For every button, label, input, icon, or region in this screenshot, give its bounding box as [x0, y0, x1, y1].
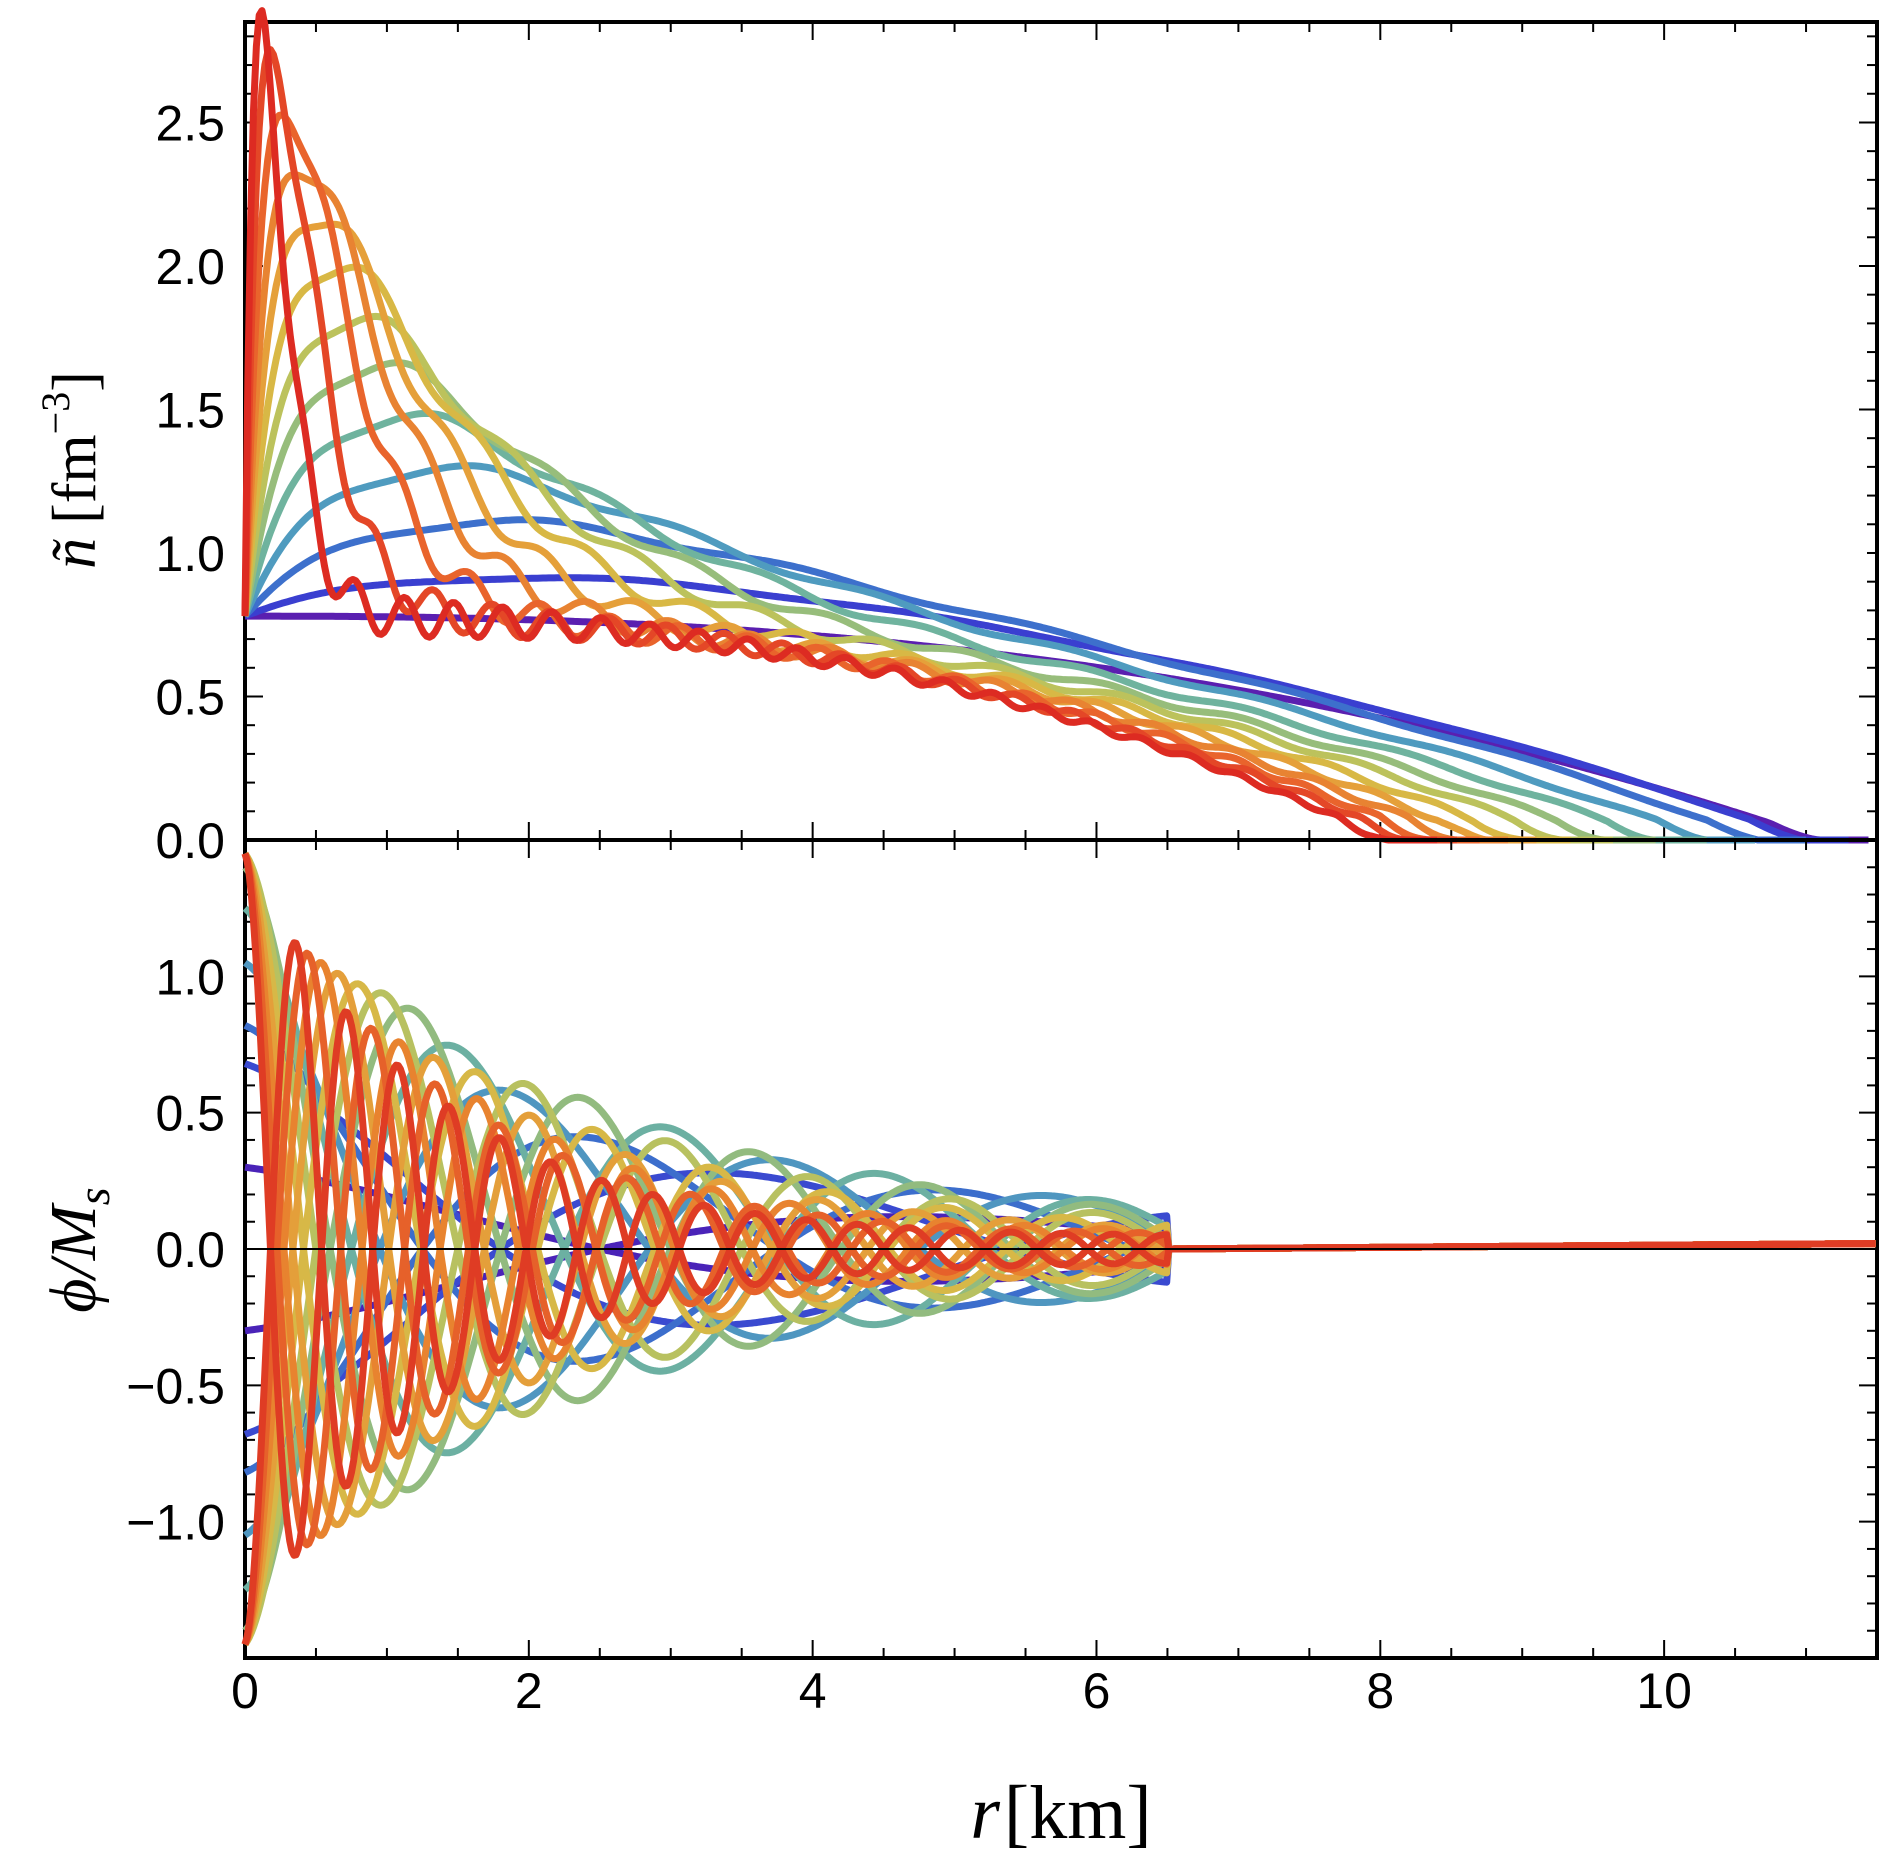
top-series-line	[243, 574, 1850, 844]
bottom-y-tick-label: 1.0	[155, 949, 225, 1005]
bottom-y-axis-title: ϕ/Ms	[37, 1187, 119, 1312]
top-series-line	[241, 409, 1708, 844]
top-y-tick-label: 2.0	[155, 239, 225, 295]
top-curves	[241, 7, 1870, 844]
x-tick-label: 0	[231, 1663, 259, 1719]
bottom-y-tick-label: −0.5	[126, 1358, 225, 1414]
bottom-panel: −1.0 −0.5 0.0 0.5 1.0 0 2 4 6 8 10 ϕ/Ms r[km]	[37, 838, 1879, 1855]
bottom-curves	[241, 851, 1877, 1647]
x-tick-label: 6	[1083, 1663, 1111, 1719]
top-y-tick-label: 0.0	[155, 813, 225, 869]
top-series-line	[241, 111, 1481, 844]
top-y-tick-label: 0.5	[155, 669, 225, 725]
top-y-tick-labels: 0.0 0.5 1.0 1.5 2.0 2.5	[155, 95, 225, 869]
x-tick-label: 4	[799, 1663, 827, 1719]
bottom-series-line	[241, 852, 1877, 1529]
x-tick-label: 2	[515, 1663, 543, 1719]
x-tick-label: 8	[1366, 1663, 1394, 1719]
top-y-tick-label: 1.5	[155, 382, 225, 438]
bottom-series-line	[242, 865, 1877, 1494]
top-series-line	[241, 7, 1438, 844]
top-y-axis-title: ñ[fm−3]	[33, 371, 109, 569]
top-series-line	[242, 516, 1807, 844]
x-axis-title: r[km]	[970, 1771, 1151, 1855]
bottom-series-line	[242, 1004, 1877, 1633]
top-y-tick-label: 1.0	[155, 526, 225, 582]
top-series-line	[241, 171, 1509, 844]
bottom-y-tick-label: −1.0	[126, 1495, 225, 1551]
bottom-series-line	[241, 939, 1877, 1646]
top-y-tick-label: 2.5	[155, 95, 225, 151]
bottom-series-line	[241, 969, 1877, 1646]
bottom-y-tick-label: 0.5	[155, 1086, 225, 1142]
x-tick-label: 10	[1636, 1663, 1692, 1719]
bottom-tick-labels: −1.0 −0.5 0.0 0.5 1.0 0 2 4 6 8 10	[126, 949, 1692, 1719]
bottom-y-tick-label: 0.0	[155, 1222, 225, 1278]
top-panel: 0.0 0.5 1.0 1.5 2.0 2.5 ñ[fm−3]	[33, 7, 1879, 869]
top-series-line	[241, 263, 1572, 844]
